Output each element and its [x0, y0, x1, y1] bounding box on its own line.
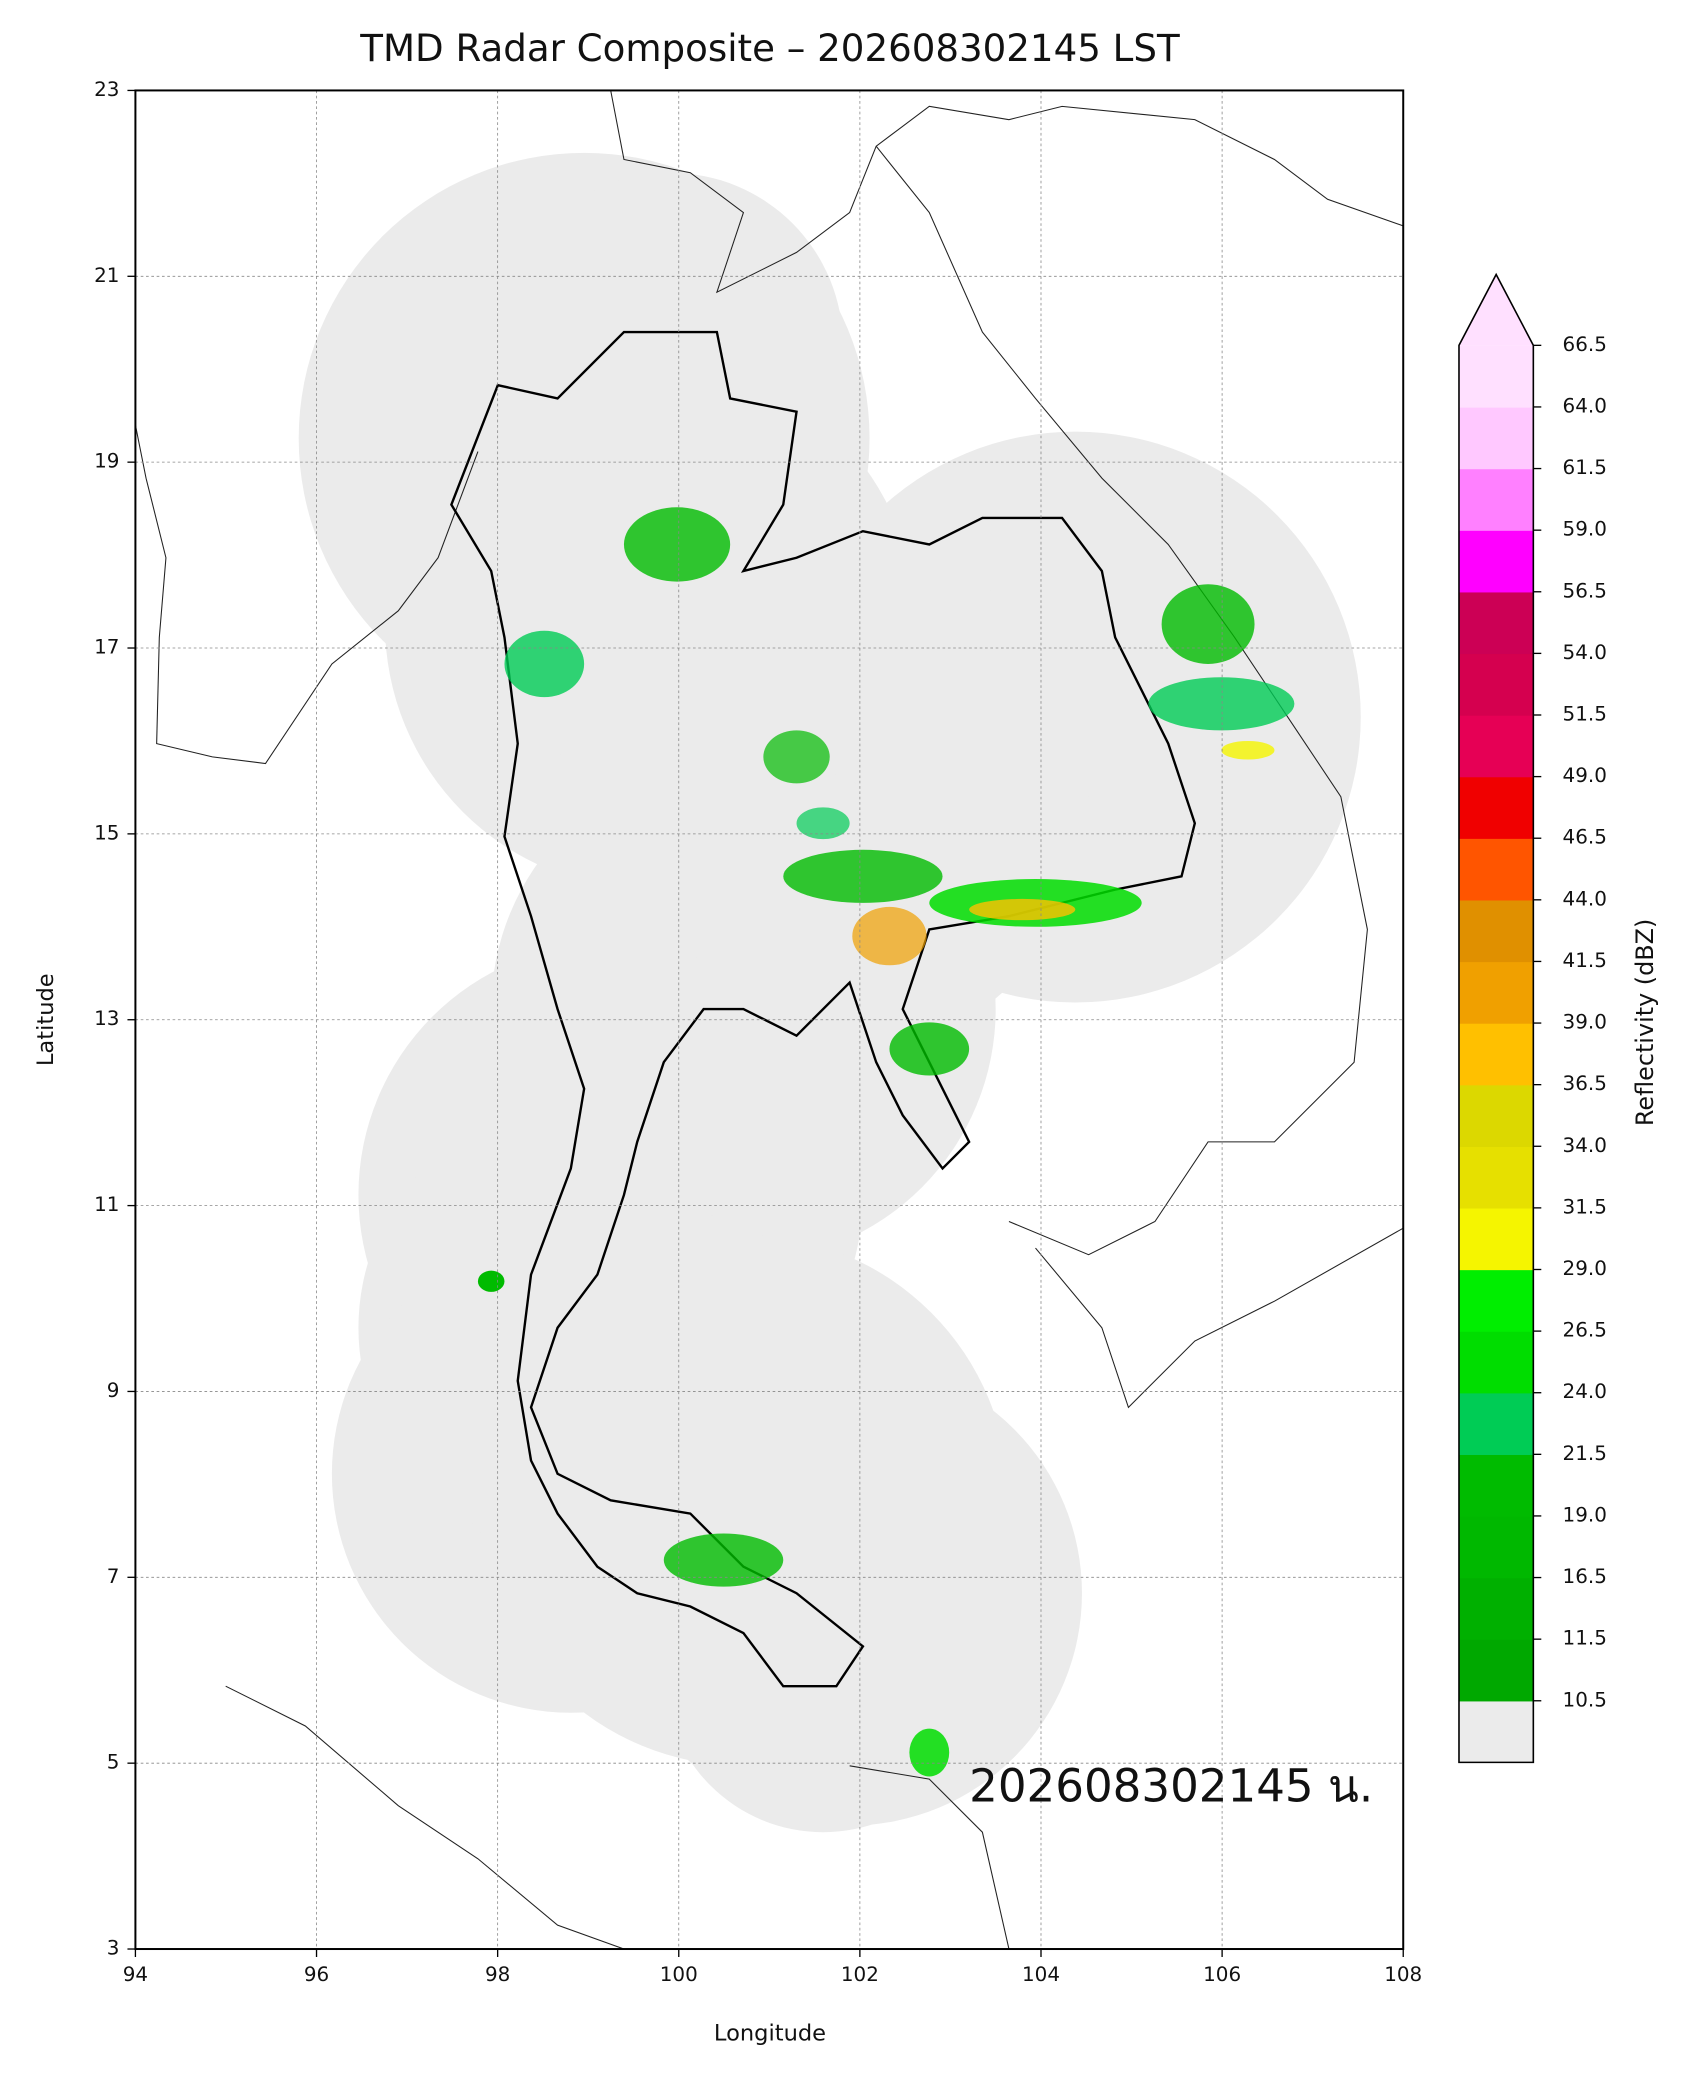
x-tick-label: 96	[304, 1963, 329, 1986]
y-tick-label: 15	[94, 821, 119, 844]
colorbar-tick-label: 59.0	[1563, 518, 1607, 541]
y-tick-label: 13	[94, 1007, 119, 1030]
y-tick-label: 9	[107, 1379, 120, 1402]
colorbar-segment	[1458, 1577, 1534, 1640]
colorbar-tick-label: 61.5	[1563, 456, 1607, 479]
colorbar-under	[1458, 1700, 1534, 1763]
x-tick-label: 94	[123, 1963, 148, 1986]
colorbar-tick-label: 29.0	[1563, 1257, 1607, 1280]
y-tick-label: 19	[94, 450, 119, 473]
colorbar-segment	[1458, 1146, 1534, 1209]
x-tick-label: 100	[660, 1963, 698, 1986]
colorbar-tick-label: 54.0	[1563, 641, 1607, 664]
y-tick-label: 21	[94, 264, 119, 287]
y-axis-label: Latitude	[33, 973, 59, 1066]
y-tick-label: 17	[94, 636, 119, 659]
colorbar-segment	[1458, 961, 1534, 1024]
colorbar-tick-label: 19.0	[1563, 1503, 1607, 1526]
colorbar-segment	[1458, 1454, 1534, 1517]
colorbar-tick-label: 26.5	[1563, 1319, 1607, 1342]
colorbar-tick-label: 36.5	[1563, 1072, 1607, 1095]
colorbar-segment	[1458, 1207, 1534, 1271]
x-tick-label: 108	[1384, 1963, 1422, 1986]
colorbar-segment	[1458, 1084, 1534, 1147]
colorbar-segment	[1458, 1269, 1534, 1332]
colorbar-label: Reflectivity (dBZ)	[1631, 919, 1659, 1126]
y-tick-label: 7	[107, 1565, 120, 1588]
colorbar-segment	[1458, 530, 1534, 593]
country-borders	[135, 90, 1404, 1950]
y-tick-label: 23	[94, 78, 119, 101]
y-tick-label: 11	[94, 1193, 119, 1216]
colorbar-segment	[1458, 1331, 1534, 1394]
colorbar-tick-label: 34.0	[1563, 1134, 1607, 1157]
x-tick-label: 104	[1022, 1963, 1060, 1986]
colorbar-tick-label: 16.5	[1563, 1565, 1607, 1588]
colorbar-segment	[1458, 838, 1534, 901]
colorbar-tick-label: 10.5	[1563, 1688, 1607, 1711]
thailand-border	[450, 330, 1197, 1688]
timestamp-annotation: 202608302145 น.	[969, 1760, 1373, 1813]
colorbar-segment	[1458, 468, 1534, 531]
grid	[135, 90, 1404, 1950]
colorbar-segment	[1458, 1639, 1534, 1702]
colorbar-tick-label: 64.0	[1563, 394, 1607, 417]
colorbar-segment	[1458, 1023, 1534, 1086]
colorbar-tick-label: 44.0	[1563, 887, 1607, 910]
colorbar-segment	[1458, 776, 1534, 839]
colorbar-tick-label: 56.5	[1563, 579, 1607, 602]
colorbar-segment	[1458, 1392, 1534, 1455]
y-tick-label: 5	[107, 1751, 120, 1774]
colorbar-segment	[1458, 1515, 1534, 1579]
radar-echoes	[477, 507, 1295, 1777]
colorbar-segment	[1458, 653, 1534, 716]
y-tick-label: 3	[107, 1937, 120, 1960]
colorbar-tick-label: 46.5	[1563, 826, 1607, 849]
chart-title: TMD Radar Composite – 202608302145 LST	[359, 26, 1180, 70]
colorbar-tick-label: 21.5	[1563, 1442, 1607, 1465]
colorbar-tick-label: 41.5	[1563, 949, 1607, 972]
colorbar-tick-label: 31.5	[1563, 1195, 1607, 1218]
colorbar-tick-label: 24.0	[1563, 1380, 1607, 1403]
radar-coverage	[298, 152, 1361, 1833]
colorbar-segment	[1458, 345, 1534, 408]
x-tick-label: 98	[485, 1963, 510, 1986]
x-tick-label: 102	[841, 1963, 879, 1986]
colorbar-segment	[1458, 406, 1534, 470]
colorbar-segment	[1458, 899, 1534, 963]
colorbar-tick-label: 39.0	[1563, 1011, 1607, 1034]
colorbar-segment	[1458, 714, 1534, 778]
colorbar-frame	[1458, 272, 1535, 1764]
colorbar-tick-label: 11.5	[1563, 1627, 1607, 1650]
x-axis-label: Longitude	[714, 2020, 826, 2046]
colorbar-segment	[1458, 591, 1534, 655]
colorbar-tick-label: 51.5	[1563, 702, 1607, 725]
x-tick-label: 106	[1203, 1963, 1241, 1986]
colorbar-tick-label: 66.5	[1563, 333, 1607, 356]
map-layer	[135, 90, 1404, 1950]
colorbar-over	[1458, 274, 1534, 346]
colorbar-tick-label: 49.0	[1563, 764, 1607, 787]
